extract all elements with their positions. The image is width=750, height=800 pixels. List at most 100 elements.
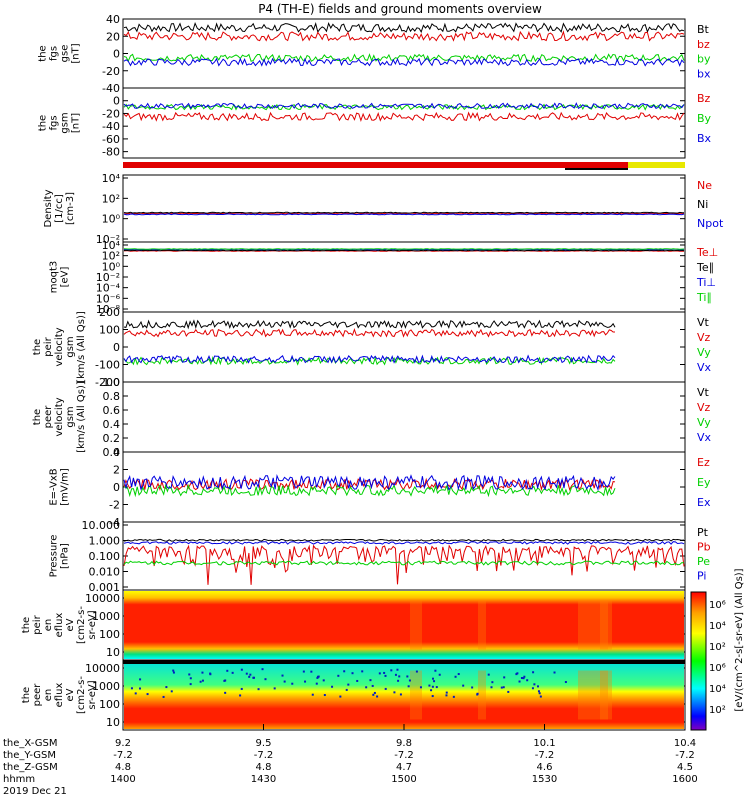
heatmap-dot: [393, 691, 396, 694]
panel-7: E=-VxB [mV/m] -4 -2 0 2 4 Ez Ey Ex: [49, 446, 711, 529]
legend-Vx: Vx: [697, 361, 712, 374]
heatmap-feature: [410, 670, 422, 720]
x-tick-label: 9.5: [256, 738, 272, 749]
y-tick-label: 100: [99, 698, 120, 711]
heatmap-dot: [406, 675, 409, 678]
legend-Ex: Ex: [697, 496, 711, 509]
heatmap-dot: [239, 694, 242, 697]
heatmap-dot: [503, 676, 506, 679]
panel-frame: [122, 87, 686, 159]
y-axis-label: [cm2-s-: [76, 676, 87, 714]
status-bar-yellow: [628, 162, 685, 168]
y-axis-label: peir: [32, 614, 43, 634]
heatmap-image: [124, 591, 684, 659]
series-bz: [123, 30, 685, 42]
heatmap-dot: [130, 687, 133, 690]
y-tick-label: 10⁻⁴: [96, 282, 121, 295]
y-axis-label: [nT]: [71, 113, 82, 133]
y-tick-label: 10⁻⁶: [96, 292, 121, 305]
y-tick-label: -60: [102, 133, 120, 146]
series-bx: [123, 57, 685, 67]
heatmap-dot: [523, 675, 526, 678]
y-tick-label: 10⁴: [102, 172, 121, 185]
y-axis-label: the: [32, 339, 43, 355]
x-tick-label: 4.5: [677, 762, 693, 773]
series-Pi: [123, 540, 685, 545]
x-row-label: the_Z-GSM: [3, 762, 58, 773]
colorbar-tick-label: 10⁴: [709, 684, 726, 695]
heatmap-feature: [478, 670, 486, 720]
y-axis-label: en: [43, 619, 54, 632]
heatmap-dot: [356, 679, 359, 682]
heatmap-dot: [384, 674, 387, 677]
y-tick-label: 100: [99, 324, 120, 337]
legend-Pt: Pt: [697, 526, 709, 539]
y-axis-label: peer: [32, 683, 43, 707]
heatmap-dot: [454, 675, 457, 678]
heatmap-dot: [539, 695, 542, 698]
y-tick-label: 1.0: [103, 376, 121, 389]
y-axis-label: [km/s (All Qs)]: [76, 311, 87, 383]
heatmap-dot: [515, 673, 518, 676]
y-axis-label: moqt3: [49, 261, 60, 294]
heatmap-dot: [138, 687, 141, 690]
y-tick-label: -20: [102, 107, 120, 120]
heatmap-dot: [445, 694, 448, 697]
heatmap-dot: [564, 681, 567, 684]
heatmap-dot: [231, 671, 234, 674]
heatmap-image: [124, 661, 684, 729]
heatmap-dot: [209, 673, 212, 676]
y-axis-label: E=-VxB: [49, 468, 60, 505]
heatmap-dot: [361, 670, 364, 673]
heatmap-dot: [378, 672, 381, 675]
legend-Bz: Bz: [697, 92, 711, 105]
y-tick-label: 10⁴: [102, 239, 121, 252]
heatmap-dot: [390, 669, 393, 672]
heatmap-dot: [536, 685, 539, 688]
y-tick-label: 0.6: [103, 404, 121, 417]
y-tick-label: 0: [113, 95, 120, 108]
heatmap-dot: [365, 686, 368, 689]
heatmap-dot: [201, 679, 204, 682]
heatmap-dot: [373, 691, 376, 694]
heatmap-dot: [491, 681, 494, 684]
y-tick-label: 10000: [85, 592, 120, 605]
heatmap-dot: [304, 680, 307, 683]
series-Npot: [123, 213, 685, 216]
colorbar-tick-label: 10⁶: [709, 600, 726, 611]
y-axis-label: [km/s (All Qs)]: [76, 381, 87, 453]
series-Vz: [123, 327, 615, 338]
date-label: 2019 Dec 21: [3, 786, 67, 797]
y-axis-label: en: [43, 689, 54, 702]
x-row-label: hhmm: [3, 774, 35, 785]
x-tick-label: 10.1: [533, 738, 555, 749]
y-tick-label: -80: [102, 146, 120, 159]
heatmap-dot: [430, 689, 433, 692]
legend-bx: bx: [697, 67, 711, 80]
y-axis-label: gse: [60, 45, 71, 63]
heatmap-dot: [273, 687, 276, 690]
heatmap-dot: [302, 670, 305, 673]
y-axis-label: sr-eV]: [87, 680, 98, 709]
heatmap-dot: [165, 686, 168, 689]
legend-bz: bz: [697, 38, 710, 51]
y-tick-label: -20: [102, 65, 120, 78]
heatmap-dot: [376, 695, 379, 698]
heatmap-dot: [134, 692, 137, 695]
heatmap-dot: [323, 694, 326, 697]
y-tick-label: -4: [109, 516, 120, 529]
heatmap-dot: [396, 668, 399, 671]
legend-Vx: Vx: [697, 431, 712, 444]
heatmap-dot: [347, 683, 350, 686]
legend-Ti∥: Ti∥: [696, 291, 712, 304]
y-tick-label: 1000: [92, 680, 120, 693]
x-tick-label: 4.8: [115, 762, 131, 773]
y-tick-label: 200: [99, 306, 120, 319]
y-axis-label: [eV]: [60, 267, 71, 288]
y-tick-label: 0.2: [103, 432, 121, 445]
heatmap-dot: [419, 686, 422, 689]
x-tick-label: 10.4: [674, 738, 696, 749]
colorbar-tick-label: 10²: [709, 705, 726, 716]
heatmap-dot: [408, 679, 411, 682]
